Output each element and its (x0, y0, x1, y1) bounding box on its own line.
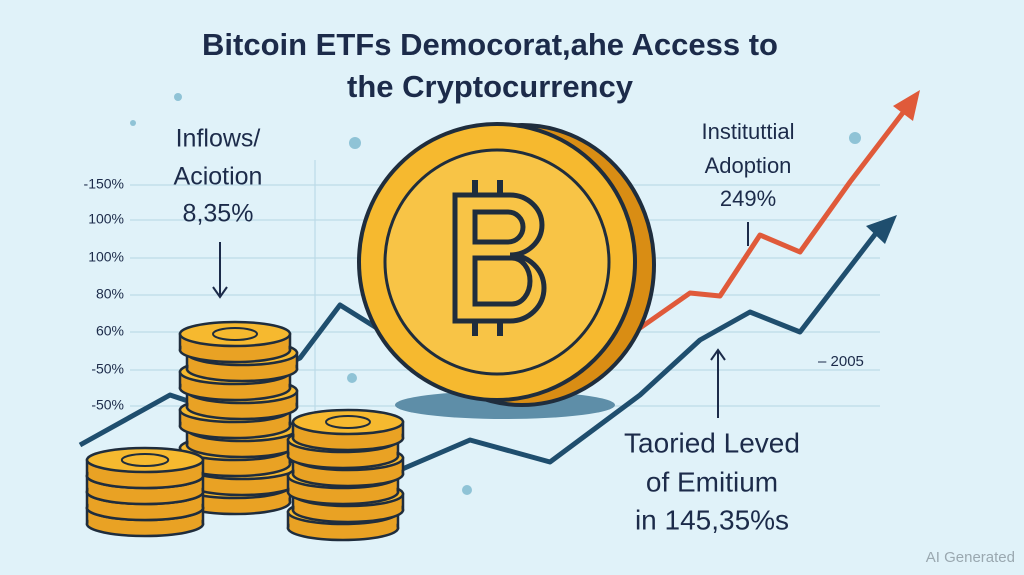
coin (291, 408, 405, 452)
callout: 8,35% (183, 200, 254, 228)
arrowhead (866, 215, 897, 244)
pointers (212, 222, 749, 418)
axis-label: 80% (96, 286, 124, 302)
callout: of Emitium (646, 466, 778, 497)
callout: Aciotion (174, 163, 263, 191)
callout: Adoption (705, 153, 792, 178)
trend-line (399, 226, 882, 473)
axis-label: 60% (96, 323, 124, 339)
coin-top (178, 320, 292, 348)
coin-emblem (120, 453, 170, 467)
axis-label: 100% (88, 211, 124, 227)
axis-label: 100% (88, 249, 124, 265)
coin (85, 446, 205, 490)
coin-top (85, 446, 205, 474)
coin-emblem (325, 415, 371, 429)
dots (130, 93, 861, 495)
big-coin (357, 122, 656, 407)
callout: Taoried Leved (624, 427, 800, 458)
coin-stacks (85, 320, 405, 542)
callout: 249% (720, 186, 776, 211)
marker-label: – 2005 (818, 353, 864, 370)
axis-label: -50% (91, 397, 124, 413)
axis-label: -50% (91, 361, 124, 377)
axis-label: -150% (84, 176, 124, 192)
arrowhead (893, 90, 920, 121)
coin (178, 320, 292, 364)
trend-line (628, 108, 907, 338)
callout: Inflows/ (176, 125, 261, 153)
callout: Instituttial (702, 119, 795, 144)
title: the Cryptocurrency (347, 69, 634, 104)
callout: in 145,35%s (635, 504, 789, 535)
watermark: AI Generated (926, 549, 1015, 566)
coin-top (291, 408, 405, 436)
title: Bitcoin ETFs Democorat,ahe Access to (202, 27, 778, 62)
coin-emblem (212, 327, 258, 341)
